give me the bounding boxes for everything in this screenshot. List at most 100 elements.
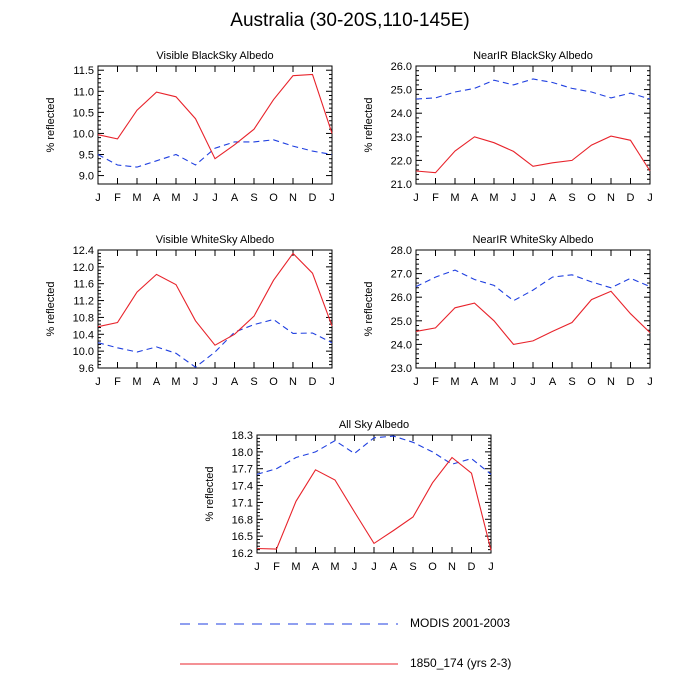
- y-tick-label: 21.0: [391, 179, 412, 191]
- panel-title: Visible BlackSky Albedo: [156, 50, 273, 62]
- y-tick-label: 11.6: [73, 279, 94, 291]
- y-tick-label: 10.4: [73, 329, 94, 341]
- x-tick-label: N: [289, 376, 297, 388]
- y-tick-label: 17.7: [232, 464, 253, 476]
- legend: [180, 623, 398, 665]
- y-tick-label: 22.0: [391, 155, 412, 167]
- x-tick-label: O: [269, 192, 278, 204]
- x-tick-label: J: [530, 192, 536, 204]
- x-tick-label: J: [352, 561, 358, 573]
- series-line-modis: [256, 435, 492, 475]
- x-tick-label: O: [269, 376, 278, 388]
- plot-frame: [256, 434, 492, 554]
- x-tick-label: J: [413, 376, 419, 388]
- y-tick-label: 12.0: [73, 262, 94, 274]
- y-tick-label: 25.0: [391, 85, 412, 97]
- x-tick-label: A: [471, 192, 479, 204]
- panel-title: NearIR WhiteSky Albedo: [472, 234, 593, 246]
- x-tick-label: M: [489, 376, 498, 388]
- x-tick-label: S: [250, 192, 257, 204]
- x-tick-label: M: [330, 561, 339, 573]
- y-tick-label: 18.3: [232, 430, 253, 442]
- y-tick-label: 24.0: [391, 339, 412, 351]
- x-tick-label: A: [231, 376, 239, 388]
- x-tick-label: A: [549, 192, 557, 204]
- y-tick-label: 27.0: [391, 269, 412, 281]
- y-tick-label: 11.5: [73, 65, 94, 77]
- x-tick-label: J: [511, 376, 517, 388]
- x-tick-label: A: [231, 192, 239, 204]
- y-tick-label: 17.4: [232, 481, 253, 493]
- legend-label-modis: MODIS 2001-2003: [410, 616, 511, 630]
- x-tick-label: J: [95, 376, 101, 388]
- x-tick-label: J: [95, 192, 101, 204]
- x-tick-label: F: [114, 376, 121, 388]
- y-axis-label: % reflected: [363, 281, 375, 336]
- y-tick-label: 9.0: [79, 171, 94, 183]
- x-tick-label: F: [432, 192, 439, 204]
- x-tick-label: J: [488, 561, 494, 573]
- y-tick-label: 10.0: [73, 128, 94, 140]
- x-tick-label: J: [212, 376, 218, 388]
- y-axis-label: % reflected: [45, 97, 57, 152]
- y-tick-label: 11.2: [73, 296, 94, 308]
- y-tick-label: 16.2: [232, 548, 253, 560]
- x-tick-label: A: [312, 561, 320, 573]
- y-tick-label: 16.5: [232, 531, 253, 543]
- x-tick-label: S: [409, 561, 416, 573]
- y-tick-label: 23.0: [391, 132, 412, 144]
- panel-title: NearIR BlackSky Albedo: [473, 50, 593, 62]
- panel-5: All Sky Albedo % reflected 16.2 16.5 16.8 17.…: [204, 419, 494, 573]
- y-tick-label: 10.0: [73, 346, 94, 358]
- y-tick-label: 18.0: [232, 447, 253, 459]
- x-tick-label: J: [371, 561, 377, 573]
- x-tick-label: A: [153, 376, 161, 388]
- y-axis-label: % reflected: [363, 97, 375, 152]
- x-tick-label: N: [607, 376, 615, 388]
- plot-frame: [97, 249, 333, 369]
- panel-3: Visible WhiteSky Albedo % reflected 9.6 10.…: [45, 234, 335, 388]
- x-tick-label: D: [468, 561, 476, 573]
- series-line-model: [97, 252, 333, 346]
- y-tick-label: 17.1: [232, 497, 253, 509]
- x-tick-label: F: [114, 192, 121, 204]
- y-tick-label: 23.0: [391, 363, 412, 375]
- x-tick-label: S: [568, 192, 575, 204]
- figure-title: Australia (30-20S,110-145E): [230, 10, 470, 31]
- x-tick-label: J: [647, 376, 653, 388]
- series-line-modis: [97, 139, 333, 168]
- x-tick-label: J: [647, 192, 653, 204]
- x-tick-label: M: [171, 376, 180, 388]
- y-tick-label: 9.6: [79, 363, 94, 375]
- panel-2: NearIR BlackSky Albedo % reflected 21.0 22.…: [363, 50, 653, 204]
- y-tick-label: 16.8: [232, 514, 253, 526]
- x-tick-label: J: [193, 376, 199, 388]
- x-tick-label: F: [273, 561, 280, 573]
- x-tick-label: M: [291, 561, 300, 573]
- x-tick-label: S: [568, 376, 575, 388]
- x-tick-label: F: [432, 376, 439, 388]
- x-tick-label: J: [530, 376, 536, 388]
- series-line-model: [415, 290, 651, 345]
- y-tick-label: 9.5: [79, 150, 94, 162]
- x-tick-label: O: [428, 561, 437, 573]
- x-tick-label: M: [171, 192, 180, 204]
- x-tick-label: J: [193, 192, 199, 204]
- plot-frame: [415, 249, 651, 369]
- y-tick-label: 26.0: [391, 292, 412, 304]
- x-tick-label: A: [390, 561, 398, 573]
- x-tick-label: N: [448, 561, 456, 573]
- x-tick-label: N: [607, 192, 615, 204]
- x-tick-label: A: [549, 376, 557, 388]
- y-axis-label: % reflected: [45, 281, 57, 336]
- x-tick-label: J: [254, 561, 260, 573]
- x-tick-label: D: [627, 192, 635, 204]
- x-tick-label: M: [489, 192, 498, 204]
- y-tick-label: 10.8: [73, 312, 94, 324]
- panel-4: NearIR WhiteSky Albedo % reflected 23.0 24.…: [363, 234, 653, 388]
- x-tick-label: D: [309, 376, 317, 388]
- x-tick-label: A: [153, 192, 161, 204]
- y-tick-label: 25.0: [391, 316, 412, 328]
- series-line-modis: [415, 78, 651, 100]
